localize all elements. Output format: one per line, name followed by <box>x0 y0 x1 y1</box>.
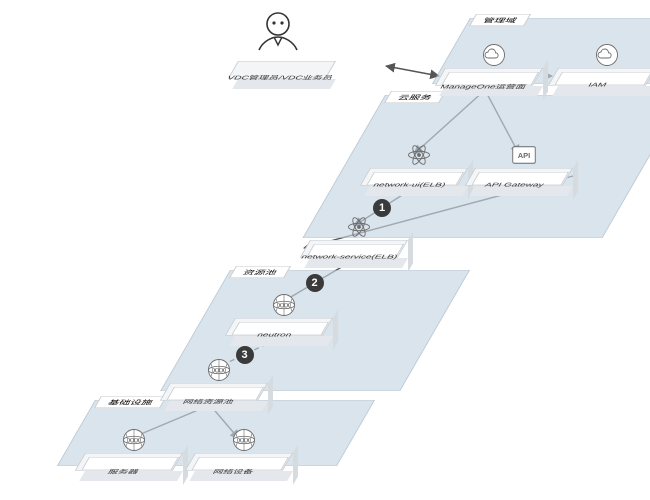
xxx-icon: XXX <box>204 355 234 385</box>
xxx-icon: XXX <box>269 290 299 320</box>
atom-icon <box>344 212 374 242</box>
svg-text:API: API <box>518 151 531 160</box>
node-netpool: XXX 网络资源池 <box>170 383 268 415</box>
atom-icon <box>404 140 434 170</box>
step-badge: 2 <box>306 274 324 292</box>
node-nui: network-ui(ELB) <box>370 168 468 200</box>
node-label: API Gateway <box>454 182 575 188</box>
cloud-icon <box>592 40 622 70</box>
node-label: 服务器 <box>62 467 185 475</box>
person-icon <box>228 10 328 62</box>
svg-text:XXX: XXX <box>128 438 140 444</box>
actor-label: VDC管理员/VDC业务员 <box>219 73 342 81</box>
xxx-icon: XXX <box>119 425 149 455</box>
node-label: network-service(ELB) <box>289 254 410 260</box>
node-server: XXX 服务器 <box>85 453 183 485</box>
node-nsvc: network-service(ELB) <box>310 240 408 272</box>
api-icon: API <box>509 140 539 170</box>
node-label: 网络资源池 <box>147 397 270 405</box>
node-mo: ManageOne运营面 <box>445 68 543 100</box>
region-label-mgmt: 管理域 <box>469 14 531 26</box>
step-badge: 1 <box>373 199 391 217</box>
node-label: IAM <box>537 82 650 88</box>
node-apigw: API API Gateway <box>475 168 573 200</box>
actor: VDC管理员/VDC业务员 <box>228 10 328 99</box>
svg-text:XXX: XXX <box>238 438 250 444</box>
svg-text:XXX: XXX <box>213 368 225 374</box>
svg-text:XXX: XXX <box>278 303 290 309</box>
node-iam: IAM <box>558 68 650 100</box>
node-label: network-ui(ELB) <box>349 182 470 188</box>
node-label: neutron <box>214 332 335 338</box>
region-label-pool: 资源池 <box>229 266 291 278</box>
xxx-icon: XXX <box>229 425 259 455</box>
diagram-stage: VDC管理员/VDC业务员 管理域云服务资源池基础设施 ManageOne运营面… <box>0 0 650 500</box>
node-netdev: XXX 网络设备 <box>195 453 293 485</box>
step-badge: 3 <box>236 346 254 364</box>
region-label-cloud: 云服务 <box>384 91 446 103</box>
edge <box>386 66 439 76</box>
node-neutron: XXX neutron <box>235 318 333 350</box>
node-label: ManageOne运营面 <box>422 82 545 90</box>
cloud-icon <box>479 40 509 70</box>
node-label: 网络设备 <box>172 467 295 475</box>
